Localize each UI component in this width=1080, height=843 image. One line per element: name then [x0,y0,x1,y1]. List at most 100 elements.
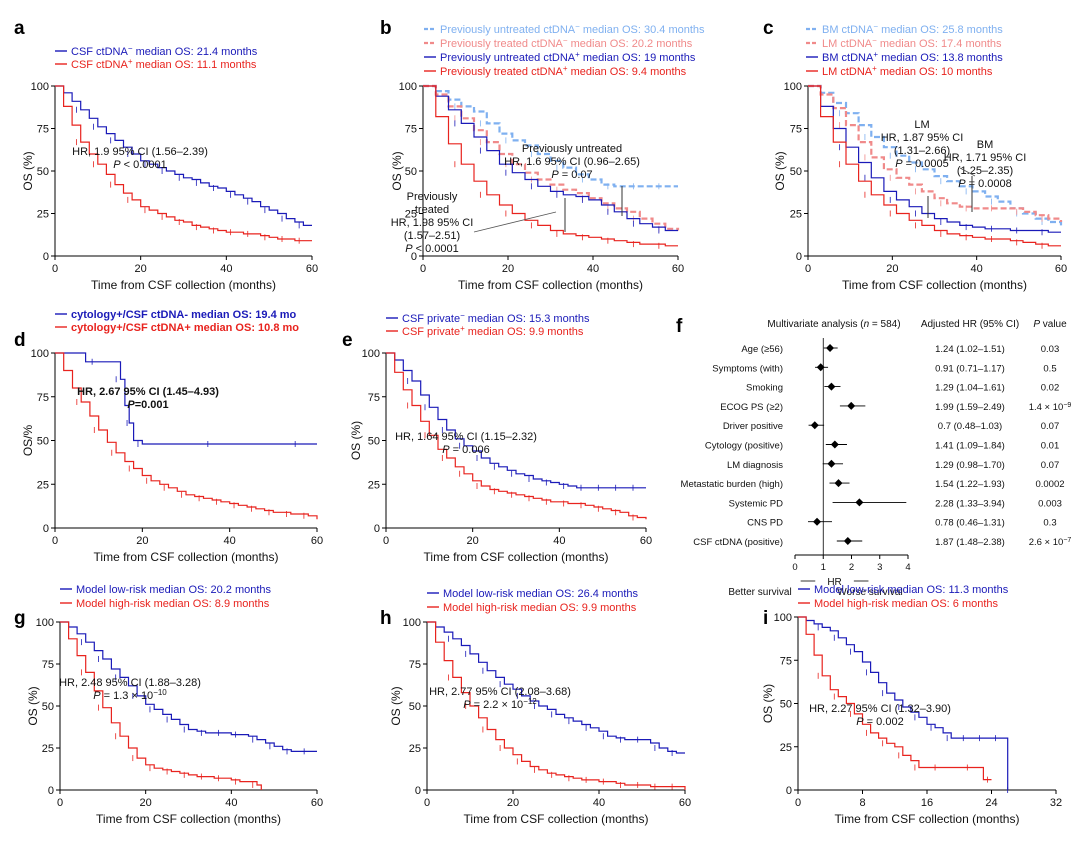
leader-line [473,211,557,233]
forest-ci-text: 1.29 (1.04–1.61) [935,383,1005,394]
x-tick-label: 0 [383,535,389,547]
x-tick-label: 60 [311,797,323,809]
x-tick-label: 60 [311,535,323,547]
forest-p-text: 0.5 [1043,363,1056,374]
x-tick-label: 20 [886,263,898,275]
forest-point [847,401,856,410]
y-tick-label: 75 [790,124,802,136]
x-tick-label: 20 [135,263,147,275]
legend-entry: Previously treated ctDNA− median OS: 20.… [440,36,693,51]
legend-entry: BM ctDNA+ median OS: 13.8 months [822,50,1003,65]
legend-entry: Model low-risk median OS: 26.4 months [443,588,639,600]
y-tick-label: 75 [37,392,49,404]
y-axis-label: OS (%) [21,151,35,190]
km-curve-b-0 [423,84,678,188]
x-tick-label: 20 [467,535,479,547]
y-tick-label: 25 [790,209,802,221]
forest-p-text: 0.07 [1041,460,1060,471]
forest-point [827,382,836,391]
y-tick-label: 0 [415,785,421,797]
forest-tick-label: 4 [905,562,910,573]
km-curve-g-1 [60,621,262,790]
forest-ci-text: 1.24 (1.02–1.51) [935,344,1005,355]
y-axis-label: OS (%) [761,684,775,723]
y-tick-label: 100 [774,612,792,624]
forest-ci-text: 0.78 (0.46–1.31) [935,518,1005,529]
forest-point [855,498,864,507]
y-tick-label: 50 [780,699,792,711]
y-tick-label: 50 [37,166,49,178]
km-curve-h-1 [427,621,686,790]
legend-entry: Model high-risk median OS: 9.9 months [443,602,637,614]
legend-entry: Model high-risk median OS: 8.9 months [76,598,270,610]
y-tick-label: 0 [411,251,417,263]
km-curve-b-2 [423,85,678,232]
forest-ci-text: 1.87 (1.48–2.38) [935,537,1005,548]
hr-annotation: HR, 2.77 95% CI (2.08–3.68) P = 2.2 × 10−… [429,686,571,711]
y-axis-label: OS (%) [390,151,404,190]
panel-e: e 0 20 40 60 0 25 50 75 100 Time from CSF collecti… [342,311,652,565]
hr-annotation: HR, 1.64 95% CI (1.15–2.32) P = 0.006 [395,431,537,456]
forest-row-label: LM diagnosis [727,460,783,471]
y-tick-label: 100 [31,81,49,93]
y-tick-label: 25 [42,743,54,755]
x-tick-label: 40 [225,797,237,809]
hr-annotation: HR, 1.9 95% CI (1.56–2.39) P < 0.0001 [72,146,208,171]
forest-row-label: Metastatic burden (high) [681,479,783,490]
forest-row-label: CSF ctDNA (positive) [693,537,783,548]
panel-h: h 0 20 40 60 0 25 50 75 100 Time from CSF collecti… [380,588,691,826]
forest-p-text: 2.6 × 10−7 [1029,537,1072,549]
y-tick-label: 25 [37,479,49,491]
x-tick-label: 20 [502,263,514,275]
forest-row-label: Systemic PD [729,498,784,509]
x-tick-label: 20 [136,535,148,547]
y-tick-label: 75 [780,655,792,667]
x-axis-label: Time from CSF collection (months) [96,812,281,826]
forest-title: Multivariate analysis (n = 584) [767,319,900,330]
legend-entry: CSF ctDNA+ median OS: 11.1 months [71,57,257,72]
y-tick-label: 25 [405,209,417,221]
legend-entry: Model low-risk median OS: 20.2 months [76,584,272,596]
y-tick-label: 75 [409,659,421,671]
y-tick-label: 0 [48,785,54,797]
x-tick-label: 20 [507,797,519,809]
forest-p-text: 0.01 [1041,441,1060,452]
forest-point [834,479,843,488]
x-axis-label: Time from CSF collection (months) [464,812,649,826]
panel-label-h: h [380,608,392,629]
forest-p-text: 0.3 [1043,518,1056,529]
worse-survival-note: Worse survival [837,587,902,598]
x-tick-label: 60 [306,263,318,275]
x-tick-label: 40 [971,263,983,275]
forest-row-label: Symptoms (with) [712,363,783,374]
forest-point [816,363,825,372]
x-tick-label: 0 [420,263,426,275]
km-curve-e-0 [386,352,646,489]
y-tick-label: 100 [362,348,380,360]
hr-annotation: Previously untreated HR, 1.6 95% CI (0.96… [504,143,640,181]
x-axis-label: Time from CSF collection (months) [91,278,276,292]
y-tick-label: 50 [790,166,802,178]
hr-annotation: HR, 2.48 95% CI (1.88–3.28) P = 1.3 × 10−… [59,677,201,702]
y-tick-label: 25 [409,743,421,755]
x-tick-label: 8 [859,797,865,809]
y-tick-label: 75 [405,124,417,136]
x-axis-label: Time from CSF collection (months) [94,550,279,564]
km-curve-c-3 [808,85,1061,247]
y-tick-label: 75 [368,392,380,404]
forest-point [827,459,836,468]
y-tick-label: 50 [368,436,380,448]
x-tick-label: 0 [795,797,801,809]
hr-annotation: HR, 2.27 95% CI (1.32–3.90) P = 0.002 [809,703,951,728]
hr-annotation: HR, 2.67 95% CI (1.45–4.93) P=0.001 [77,386,219,411]
y-tick-label: 100 [403,617,421,629]
hr-annotation: LM HR, 1.87 95% CI (1.31–2.66) P = 0.0005 [881,119,964,170]
forest-point [826,344,835,352]
km-curve-b-1 [423,84,680,231]
km-curve-d-0 [55,352,317,445]
km-curve-b-3 [423,85,678,247]
km-curve-i-0 [798,616,1009,790]
x-axis-label: Time from CSF collection (months) [835,812,1020,826]
x-axis-label: Time from CSF collection (months) [842,278,1027,292]
y-tick-label: 0 [43,251,49,263]
